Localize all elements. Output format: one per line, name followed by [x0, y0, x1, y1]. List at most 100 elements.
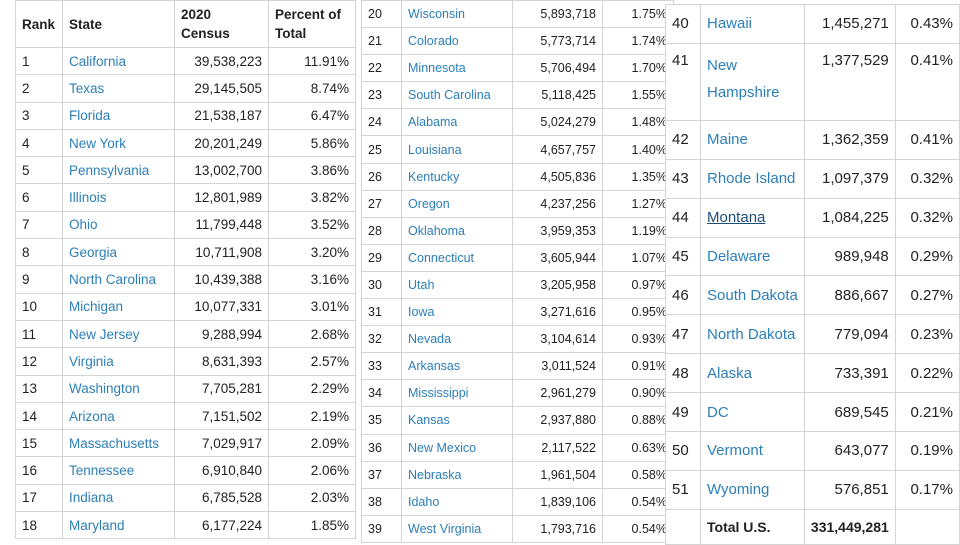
- state-link[interactable]: Nebraska: [401, 460, 513, 489]
- state-link[interactable]: Iowa: [401, 298, 513, 327]
- state-link[interactable]: Hawaii: [700, 4, 805, 44]
- state-link[interactable]: Rhode Island: [700, 158, 805, 199]
- population-cell: 5,118,425: [512, 81, 603, 110]
- state-link[interactable]: Pennsylvania: [62, 156, 175, 185]
- population-cell: 12,801,989: [174, 183, 269, 212]
- state-link[interactable]: Massachusetts: [62, 429, 175, 458]
- state-link[interactable]: Texas: [62, 74, 175, 103]
- percent-cell: 0.29%: [894, 236, 960, 277]
- percent-cell: 11.91%: [268, 46, 356, 76]
- percent-cell: 0.23%: [894, 314, 960, 355]
- rank-cell: 15: [15, 429, 63, 458]
- state-link[interactable]: Kentucky: [401, 162, 513, 191]
- state-link[interactable]: Nevada: [401, 325, 513, 354]
- table-row: 14 Arizona 7,151,502 2.19%: [15, 401, 356, 431]
- state-link[interactable]: Georgia: [62, 238, 175, 267]
- state-link[interactable]: North Dakota: [700, 314, 805, 355]
- percent-cell: 2.09%: [268, 429, 356, 458]
- state-link[interactable]: Utah: [401, 270, 513, 300]
- rank-cell: 51: [665, 469, 701, 510]
- rank-cell: 34: [361, 379, 402, 408]
- state-link[interactable]: New Jersey: [62, 319, 175, 349]
- state-link[interactable]: Florida: [62, 101, 175, 130]
- state-link[interactable]: North Carolina: [62, 265, 175, 294]
- state-link[interactable]: DC: [700, 392, 805, 433]
- state-link[interactable]: Louisiana: [401, 135, 513, 164]
- state-link[interactable]: South Dakota: [700, 275, 805, 316]
- state-link[interactable]: Oklahoma: [401, 216, 513, 245]
- percent-column-header[interactable]: Percent of Total: [268, 0, 356, 48]
- table-row: 9 North Carolina 10,439,388 3.16%: [15, 265, 356, 294]
- population-cell: 21,538,187: [174, 101, 269, 130]
- state-link[interactable]: New York: [62, 128, 175, 158]
- table-row: 13 Washington 7,705,281 2.29%: [15, 374, 356, 403]
- state-link[interactable]: Arizona: [62, 401, 175, 431]
- census-column-header[interactable]: 2020 Census: [174, 0, 269, 48]
- state-link[interactable]: Michigan: [62, 292, 175, 321]
- population-cell: 3,605,944: [512, 243, 603, 272]
- state-link[interactable]: Wyoming: [700, 469, 805, 510]
- state-link[interactable]: Montana: [700, 197, 805, 238]
- state-link[interactable]: South Carolina: [401, 81, 513, 110]
- table-row: 36 New Mexico 2,117,522 0.63%: [361, 433, 674, 462]
- percent-cell: 1.55%: [602, 81, 674, 110]
- population-cell: 689,545: [803, 392, 896, 433]
- state-link[interactable]: New Hampshire: [700, 42, 805, 121]
- state-link[interactable]: Minnesota: [401, 54, 513, 83]
- total-row: Total U.S. 331,449,281: [665, 508, 960, 545]
- table-row: 35 Kansas 2,937,880 0.88%: [361, 406, 674, 435]
- population-cell: 2,961,279: [512, 379, 603, 408]
- state-link[interactable]: Idaho: [401, 487, 513, 516]
- state-link[interactable]: Mississippi: [401, 379, 513, 408]
- rank-cell: 44: [665, 197, 701, 238]
- population-cell: 6,785,528: [174, 483, 269, 513]
- percent-cell: 1.35%: [602, 162, 674, 191]
- state-link[interactable]: Tennessee: [62, 456, 175, 485]
- table-row: 45 Delaware 989,948 0.29%: [665, 236, 960, 277]
- state-link[interactable]: Maryland: [62, 511, 175, 540]
- state-link[interactable]: Arkansas: [401, 352, 513, 381]
- state-link[interactable]: Virginia: [62, 347, 175, 376]
- state-link[interactable]: Alabama: [401, 108, 513, 137]
- census-table-part-3: 40 Hawaii 1,455,271 0.43% 41 New Hampshire 1,3…: [665, 4, 960, 545]
- population-cell: 10,439,388: [174, 265, 269, 294]
- rank-cell: 27: [361, 189, 402, 218]
- percent-cell: 0.41%: [894, 119, 960, 160]
- state-link[interactable]: Connecticut: [401, 243, 513, 272]
- population-cell: 3,959,353: [512, 216, 603, 245]
- state-link[interactable]: Illinois: [62, 183, 175, 212]
- state-link[interactable]: Alaska: [700, 353, 805, 394]
- rank-cell: 26: [361, 162, 402, 191]
- state-column-header[interactable]: State: [62, 0, 175, 48]
- rank-cell: 1: [15, 46, 63, 76]
- population-cell: 2,117,522: [512, 433, 603, 462]
- table-row: 23 South Carolina 5,118,425 1.55%: [361, 81, 674, 110]
- state-link[interactable]: Vermont: [700, 431, 805, 471]
- state-link[interactable]: Indiana: [62, 483, 175, 513]
- percent-cell: 1.07%: [602, 243, 674, 272]
- state-link[interactable]: Maine: [700, 119, 805, 160]
- percent-cell: 0.43%: [894, 4, 960, 44]
- rank-cell: 5: [15, 156, 63, 185]
- total-population: 331,449,281: [803, 508, 896, 545]
- rank-cell: 2: [15, 74, 63, 103]
- state-link[interactable]: California: [62, 46, 175, 76]
- state-link[interactable]: Oregon: [401, 189, 513, 218]
- rank-cell: 21: [361, 27, 402, 56]
- state-link[interactable]: Wisconsin: [401, 0, 513, 29]
- state-link[interactable]: Washington: [62, 374, 175, 403]
- state-link[interactable]: West Virginia: [401, 514, 513, 543]
- state-link[interactable]: Delaware: [700, 236, 805, 277]
- rank-column-header[interactable]: Rank: [15, 0, 63, 48]
- table-row: 7 Ohio 11,799,448 3.52%: [15, 210, 356, 240]
- state-link[interactable]: Colorado: [401, 27, 513, 56]
- population-cell: 576,851: [803, 469, 896, 510]
- population-cell: 1,377,529: [803, 42, 896, 121]
- population-cell: 7,151,502: [174, 401, 269, 431]
- percent-cell: 0.91%: [602, 352, 674, 381]
- state-link[interactable]: Kansas: [401, 406, 513, 435]
- state-link[interactable]: New Mexico: [401, 433, 513, 462]
- rank-cell: 24: [361, 108, 402, 137]
- state-link[interactable]: Ohio: [62, 210, 175, 240]
- percent-cell: 0.54%: [602, 514, 674, 543]
